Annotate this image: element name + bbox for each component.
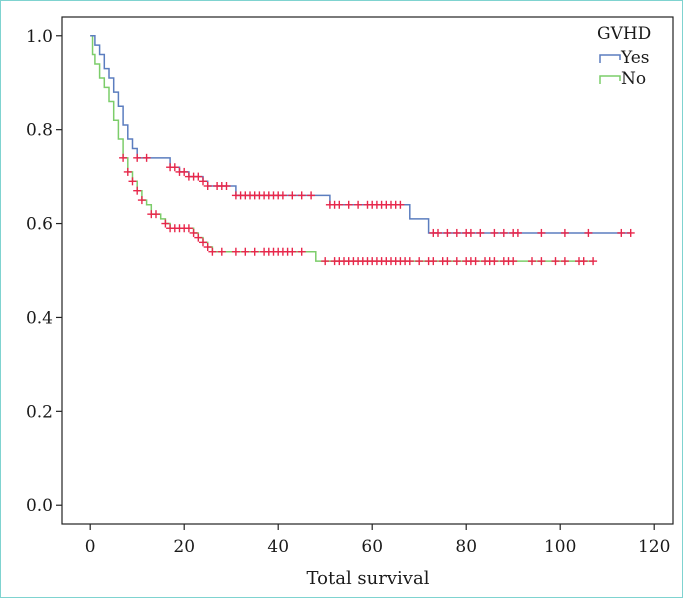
legend-swatch-no — [599, 75, 621, 84]
censor-mark-no — [429, 257, 438, 266]
censor-mark-yes — [133, 153, 142, 162]
censor-mark-yes — [490, 228, 499, 237]
censor-mark-no — [217, 247, 226, 256]
survival-curves — [90, 35, 631, 262]
x-tick-label: 0 — [85, 537, 96, 557]
censor-mark-yes — [513, 228, 522, 237]
censor-mark-yes — [434, 228, 442, 237]
x-tick-label: 40 — [267, 537, 289, 557]
censor-mark-no — [133, 186, 142, 195]
legend-label-yes: Yes — [620, 48, 650, 68]
legend-title: GVHD — [597, 24, 651, 44]
censor-mark-no — [189, 228, 198, 237]
x-tick-label: 100 — [544, 537, 576, 557]
censor-mark-yes — [335, 200, 344, 209]
y-axis: 0.0 0.2 0.4 0.6 0.8 1.0 — [26, 27, 62, 516]
y-tick-label: 0.8 — [26, 121, 53, 141]
x-tick-label: 20 — [173, 537, 195, 557]
censor-mark-no — [208, 247, 217, 256]
censor-mark-no — [123, 167, 132, 176]
censor-mark-no — [537, 257, 546, 266]
y-tick-label: 0.2 — [26, 402, 53, 422]
censor-mark-yes — [203, 182, 212, 190]
censor-mark-no — [579, 257, 588, 266]
censor-mark-yes — [288, 191, 297, 200]
censor-mark-no — [203, 243, 212, 252]
plot-border — [61, 16, 674, 525]
censor-mark-yes — [617, 228, 626, 237]
censor-mark-no — [194, 233, 203, 242]
censor-mark-no — [405, 257, 414, 266]
censor-mark-yes — [443, 228, 452, 237]
censor-mark-no — [250, 247, 259, 256]
x-tick-label: 120 — [638, 537, 670, 557]
censor-mark-yes — [476, 228, 485, 237]
censor-mark-yes — [396, 200, 405, 209]
censor-mark-no — [152, 210, 160, 219]
censor-mark-no — [560, 257, 569, 266]
censor-mark-yes — [199, 177, 207, 186]
censor-mark-no — [415, 257, 424, 266]
censor-mark-yes — [466, 228, 475, 237]
x-axis-title: Total survival — [307, 568, 430, 589]
censor-mark-no — [528, 257, 536, 266]
x-tick-label: 80 — [455, 537, 477, 557]
y-tick-label: 1.0 — [26, 27, 53, 47]
legend-swatch-yes — [599, 54, 621, 63]
censor-mark-no — [443, 257, 452, 266]
censor-mark-yes — [537, 228, 546, 237]
x-axis: 0 20 40 60 80 100 120 — [85, 524, 670, 557]
y-tick-label: 0.4 — [26, 308, 53, 328]
censor-mark-yes — [170, 163, 179, 172]
y-tick-label: 0.0 — [26, 496, 53, 516]
censor-mark-yes — [180, 167, 189, 176]
censor-mark-yes — [142, 153, 151, 162]
censor-mark-yes — [499, 228, 508, 237]
censor-mark-yes — [584, 228, 593, 237]
plot-area — [61, 16, 674, 525]
censor-mark-no — [452, 257, 461, 266]
legend-label-no: No — [621, 69, 646, 89]
censor-mark-yes — [297, 191, 306, 200]
censor-mark-no — [241, 247, 250, 256]
censor-mark-yes — [278, 191, 287, 200]
censor-mark-yes — [452, 228, 461, 237]
censor-mark-yes — [307, 191, 316, 200]
censor-mark-no — [551, 257, 560, 266]
censor-mark-no — [509, 257, 518, 266]
y-tick-label: 0.6 — [26, 215, 53, 235]
censor-mark-no — [490, 257, 499, 266]
censor-mark-no — [128, 177, 137, 186]
censor-marks — [119, 153, 635, 266]
censor-mark-no — [199, 238, 207, 247]
censor-mark-no — [288, 247, 297, 256]
censor-mark-yes — [560, 228, 569, 237]
censor-mark-no — [119, 153, 128, 162]
censor-mark-yes — [344, 200, 353, 209]
censor-mark-no — [321, 257, 330, 266]
censor-mark-yes — [354, 200, 363, 209]
censor-mark-no — [161, 219, 170, 228]
censor-mark-no — [589, 257, 598, 266]
legend: GVHD Yes No — [597, 24, 651, 89]
censor-mark-no — [231, 247, 240, 256]
censor-mark-no — [184, 224, 193, 233]
censor-mark-yes — [626, 228, 635, 237]
censor-mark-yes — [222, 182, 231, 190]
censor-mark-yes — [194, 172, 203, 181]
x-tick-label: 60 — [361, 537, 383, 557]
censor-mark-no — [137, 196, 146, 205]
censor-mark-no — [297, 247, 306, 256]
curve-yes — [90, 35, 631, 234]
censor-mark-no — [471, 257, 480, 266]
